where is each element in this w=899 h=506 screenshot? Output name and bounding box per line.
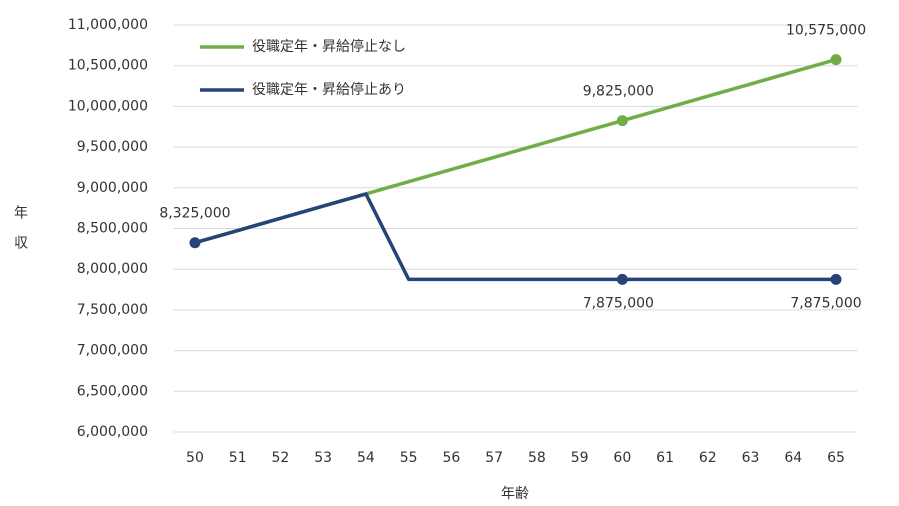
x-tick-label: 62 — [699, 450, 717, 466]
y-tick-label: 8,500,000 — [77, 221, 148, 237]
data-label: 7,875,000 — [790, 295, 861, 311]
y-tick-label: 6,000,000 — [77, 424, 148, 440]
x-tick-label: 63 — [742, 450, 760, 466]
x-tick-label: 56 — [442, 450, 460, 466]
data-point — [616, 115, 628, 127]
y-tick-label: 9,000,000 — [77, 180, 148, 196]
y-tick-label: 10,500,000 — [68, 58, 148, 74]
x-tick-label: 60 — [613, 450, 631, 466]
x-tick-label: 61 — [656, 450, 674, 466]
x-tick-label: 55 — [400, 450, 418, 466]
y-tick-label: 9,500,000 — [77, 139, 148, 155]
y-tick-label: 11,000,000 — [68, 17, 148, 33]
x-tick-label: 50 — [186, 450, 204, 466]
data-label: 10,575,000 — [786, 23, 866, 39]
y-tick-label: 8,000,000 — [77, 261, 148, 277]
x-axis-label: 年齢 — [501, 486, 529, 502]
legend-label: 役職定年・昇給停止あり — [252, 81, 406, 98]
series-line — [194, 192, 837, 282]
data-point — [189, 237, 201, 249]
x-tick-label: 65 — [827, 450, 845, 466]
data-point — [830, 273, 842, 285]
x-tick-label: 58 — [528, 450, 546, 466]
y-tick-label: 7,000,000 — [77, 343, 148, 359]
data-label: 9,825,000 — [583, 84, 654, 100]
x-tick-label: 51 — [229, 450, 247, 466]
legend-label: 役職定年・昇給停止なし — [252, 38, 406, 55]
y-axis-label: 年収 — [12, 205, 28, 265]
x-tick-label: 53 — [314, 450, 332, 466]
x-tick-label: 57 — [485, 450, 503, 466]
y-tick-label: 6,500,000 — [77, 383, 148, 399]
data-point — [830, 54, 842, 66]
y-tick-label: 10,000,000 — [68, 98, 148, 114]
y-tick-label: 7,500,000 — [77, 302, 148, 318]
data-point — [616, 273, 628, 285]
data-label: 7,875,000 — [583, 295, 654, 311]
x-tick-label: 59 — [571, 450, 589, 466]
data-label: 8,325,000 — [159, 206, 230, 222]
x-tick-label: 64 — [784, 450, 802, 466]
x-tick-label: 52 — [272, 450, 290, 466]
x-tick-label: 54 — [357, 450, 375, 466]
